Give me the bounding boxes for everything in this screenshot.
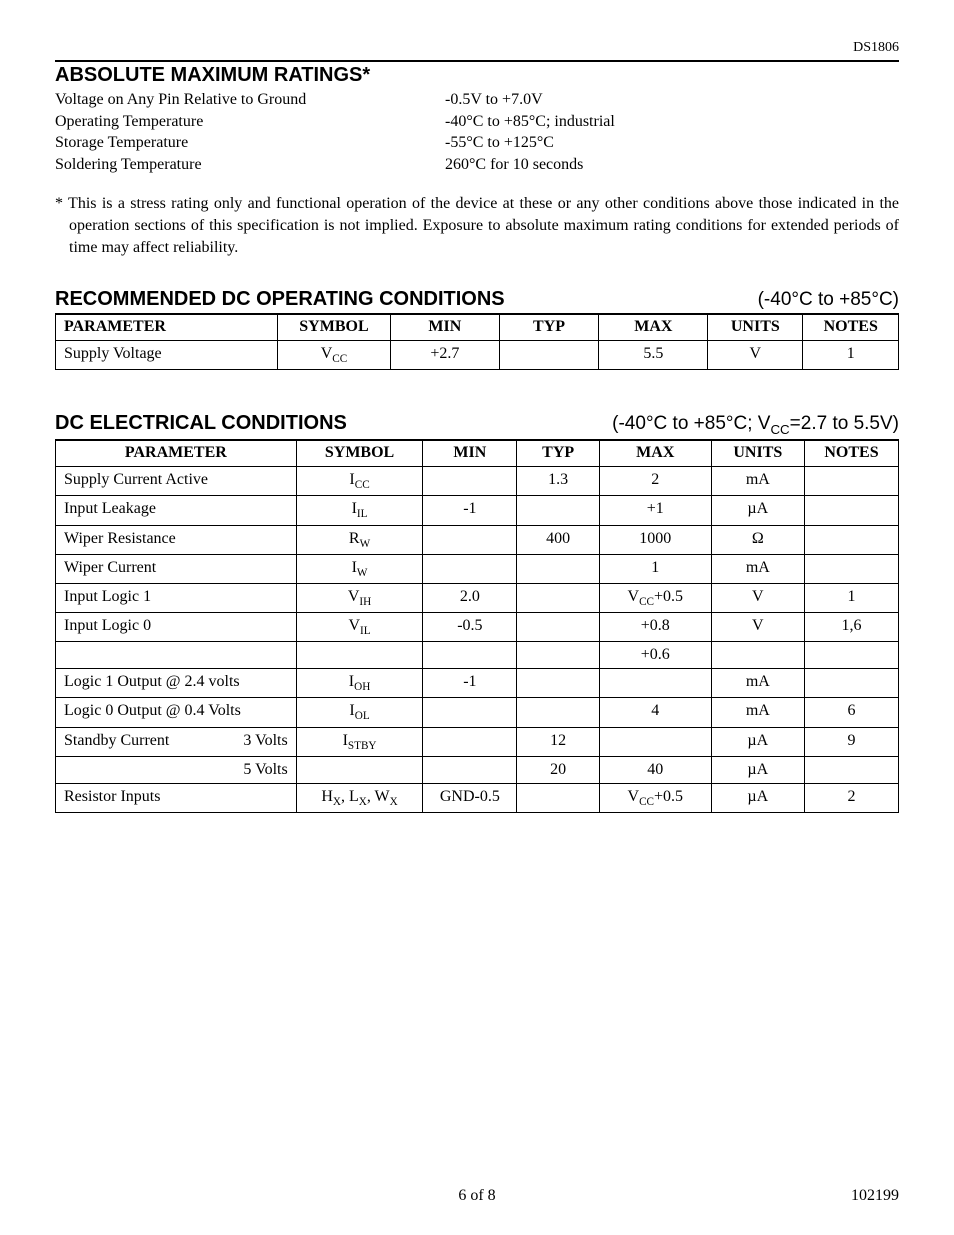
col-header: MIN	[391, 314, 499, 341]
table-row: +0.6	[56, 642, 899, 669]
table-row: Supply VoltageVCC+2.75.5V1	[56, 341, 899, 370]
col-header: NOTES	[804, 440, 898, 467]
col-header: UNITS	[708, 314, 803, 341]
table-row: Input Logic 0VIL-0.5+0.8V1,6	[56, 613, 899, 642]
abs-label: Operating Temperature	[55, 111, 445, 133]
abs-max-footnote: * This is a stress rating only and funct…	[55, 193, 899, 258]
table-row: Logic 0 Output @ 0.4 VoltsIOL4mA6	[56, 698, 899, 727]
table-row: Logic 1 Output @ 2.4 voltsIOH-1mA	[56, 669, 899, 698]
col-header: TYP	[517, 440, 600, 467]
col-header: MIN	[423, 440, 517, 467]
col-header: PARAMETER	[56, 440, 297, 467]
abs-label: Voltage on Any Pin Relative to Ground	[55, 89, 445, 111]
abs-max-list: Voltage on Any Pin Relative to Ground-0.…	[55, 89, 899, 175]
dc-conditions: (-40°C to +85°C; VCC=2.7 to 5.5V)	[612, 413, 899, 437]
col-header: PARAMETER	[56, 314, 278, 341]
table-row: Input LeakageIIL-1+1µA	[56, 496, 899, 525]
top-rule	[55, 60, 899, 62]
abs-max-heading: ABSOLUTE MAXIMUM RATINGS*	[55, 64, 899, 87]
abs-value: 260°C for 10 seconds	[445, 154, 899, 176]
abs-row: Operating Temperature-40°C to +85°C; ind…	[55, 111, 899, 133]
dc-table: PARAMETERSYMBOLMINTYPMAXUNITSNOTES Suppl…	[55, 439, 899, 813]
col-header: TYP	[499, 314, 599, 341]
abs-value: -40°C to +85°C; industrial	[445, 111, 899, 133]
dc-heading: DC ELECTRICAL CONDITIONS	[55, 412, 347, 435]
col-header: SYMBOL	[277, 314, 390, 341]
table-row: 5 Volts2040µA	[56, 756, 899, 783]
rec-heading: RECOMMENDED DC OPERATING CONDITIONS	[55, 288, 505, 311]
abs-value: -55°C to +125°C	[445, 132, 899, 154]
footer-code: 102199	[799, 1187, 899, 1205]
abs-label: Storage Temperature	[55, 132, 445, 154]
rec-section-head: RECOMMENDED DC OPERATING CONDITIONS (-40…	[55, 288, 899, 315]
table-row: Supply Current ActiveICC1.32mA	[56, 467, 899, 496]
abs-value: -0.5V to +7.0V	[445, 89, 899, 111]
col-header: MAX	[599, 314, 708, 341]
table-row: Wiper CurrentIW1mA	[56, 554, 899, 583]
dc-section-head: DC ELECTRICAL CONDITIONS (-40°C to +85°C…	[55, 412, 899, 441]
col-header: NOTES	[803, 314, 899, 341]
abs-row: Soldering Temperature260°C for 10 second…	[55, 154, 899, 176]
col-header: UNITS	[711, 440, 804, 467]
table-row: Resistor InputsHX, LX, WXGND-0.5VCC+0.5µ…	[56, 783, 899, 812]
abs-row: Storage Temperature-55°C to +125°C	[55, 132, 899, 154]
col-header: MAX	[599, 440, 711, 467]
page-number: 6 of 8	[155, 1187, 799, 1205]
rec-conditions: (-40°C to +85°C)	[758, 289, 899, 311]
table-row: Input Logic 1VIH2.0VCC+0.5V1	[56, 583, 899, 612]
document-id: DS1806	[55, 40, 899, 56]
page-footer: 6 of 8 102199	[55, 1187, 899, 1205]
table-row: Standby Current3 VoltsISTBY12µA9	[56, 727, 899, 756]
rec-table: PARAMETERSYMBOLMINTYPMAXUNITSNOTES Suppl…	[55, 313, 899, 370]
col-header: SYMBOL	[296, 440, 423, 467]
table-row: Wiper ResistanceRW4001000Ω	[56, 525, 899, 554]
abs-label: Soldering Temperature	[55, 154, 445, 176]
abs-row: Voltage on Any Pin Relative to Ground-0.…	[55, 89, 899, 111]
